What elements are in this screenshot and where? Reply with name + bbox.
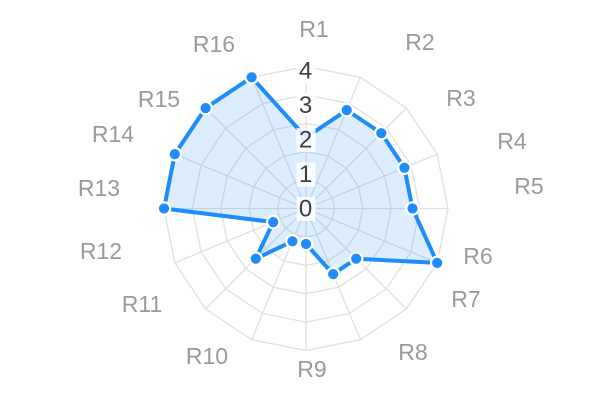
radial-tick-4: 4 xyxy=(299,58,312,85)
data-point-R10[interactable] xyxy=(285,234,300,249)
axis-label-R16: R16 xyxy=(193,31,235,57)
grid-spoke-R12 xyxy=(174,207,307,264)
radial-tick-1: 1 xyxy=(299,161,312,188)
axis-label-R5: R5 xyxy=(514,173,543,199)
data-point-R7[interactable] xyxy=(348,251,364,267)
grid-spoke-R2 xyxy=(305,77,361,209)
axis-label-R4: R4 xyxy=(497,128,527,154)
grid-spoke-R4 xyxy=(305,153,438,210)
data-point-R12[interactable] xyxy=(265,214,281,230)
tick-backdrop-2 xyxy=(296,128,316,152)
data-point-R8[interactable] xyxy=(325,266,341,282)
data-point-R14[interactable] xyxy=(167,146,183,162)
axis-label-R1: R1 xyxy=(299,16,328,42)
radial-tick-0: 0 xyxy=(299,196,312,223)
grid-spoke-R15 xyxy=(205,107,307,209)
axis-label-R10: R10 xyxy=(186,343,228,369)
axis-label-R12: R12 xyxy=(80,238,122,264)
axis-label-R6: R6 xyxy=(463,243,492,269)
radial-axis-labels: 0 1 2 3 4 xyxy=(296,58,316,223)
data-point-R3[interactable] xyxy=(374,125,389,141)
data-point-R15[interactable] xyxy=(198,100,213,116)
axis-label-R8: R8 xyxy=(398,339,427,365)
tick-backdrop-4 xyxy=(296,59,316,83)
data-point-R13[interactable] xyxy=(156,201,172,216)
data-point-R16[interactable] xyxy=(244,70,259,85)
data-point-R2[interactable] xyxy=(339,102,355,118)
data-point-R4[interactable] xyxy=(397,160,412,176)
axis-label-R9: R9 xyxy=(297,356,326,382)
axis-label-R2: R2 xyxy=(405,29,434,55)
data-point-R9[interactable] xyxy=(298,236,314,252)
axis-label-R14: R14 xyxy=(92,121,134,147)
axis-label-R13: R13 xyxy=(78,175,120,201)
grid-spoke-R16 xyxy=(251,77,307,209)
data-point-R6[interactable] xyxy=(429,255,445,271)
grid-spoke-R14 xyxy=(174,153,307,210)
tick-backdrop-1 xyxy=(296,162,316,187)
grid-spoke-R10 xyxy=(251,208,307,340)
axis-label-R11: R11 xyxy=(122,291,163,317)
axis-label-R7: R7 xyxy=(451,286,480,312)
grid-spoke-R6 xyxy=(305,207,438,264)
grid-spoke-R3 xyxy=(305,107,407,209)
data-point-R5[interactable] xyxy=(405,201,420,216)
radial-tick-2: 2 xyxy=(299,127,312,154)
tick-backdrop-3 xyxy=(296,93,316,118)
axis-label-R3: R3 xyxy=(446,85,475,111)
tick-backdrop-0 xyxy=(296,197,316,221)
data-point-R11[interactable] xyxy=(248,251,264,267)
radial-tick-3: 3 xyxy=(299,92,312,119)
axis-label-R15: R15 xyxy=(138,86,180,112)
